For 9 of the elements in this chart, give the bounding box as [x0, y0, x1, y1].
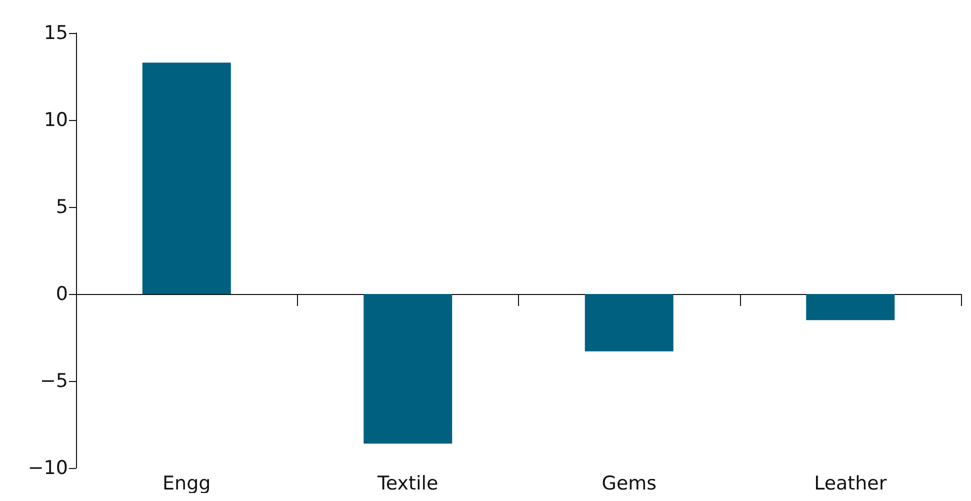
x-tick-label: Gems [602, 472, 657, 494]
x-tick-label: Textile [376, 472, 438, 494]
y-tick-label: −10 [28, 457, 68, 479]
y-tick-label: 0 [56, 283, 68, 305]
y-tick-label: 10 [44, 109, 68, 131]
y-tick-label: −5 [40, 370, 68, 392]
y-tick-label: 5 [56, 196, 68, 218]
y-tick-label: 15 [44, 22, 68, 44]
x-tick-label: Leather [814, 472, 887, 494]
